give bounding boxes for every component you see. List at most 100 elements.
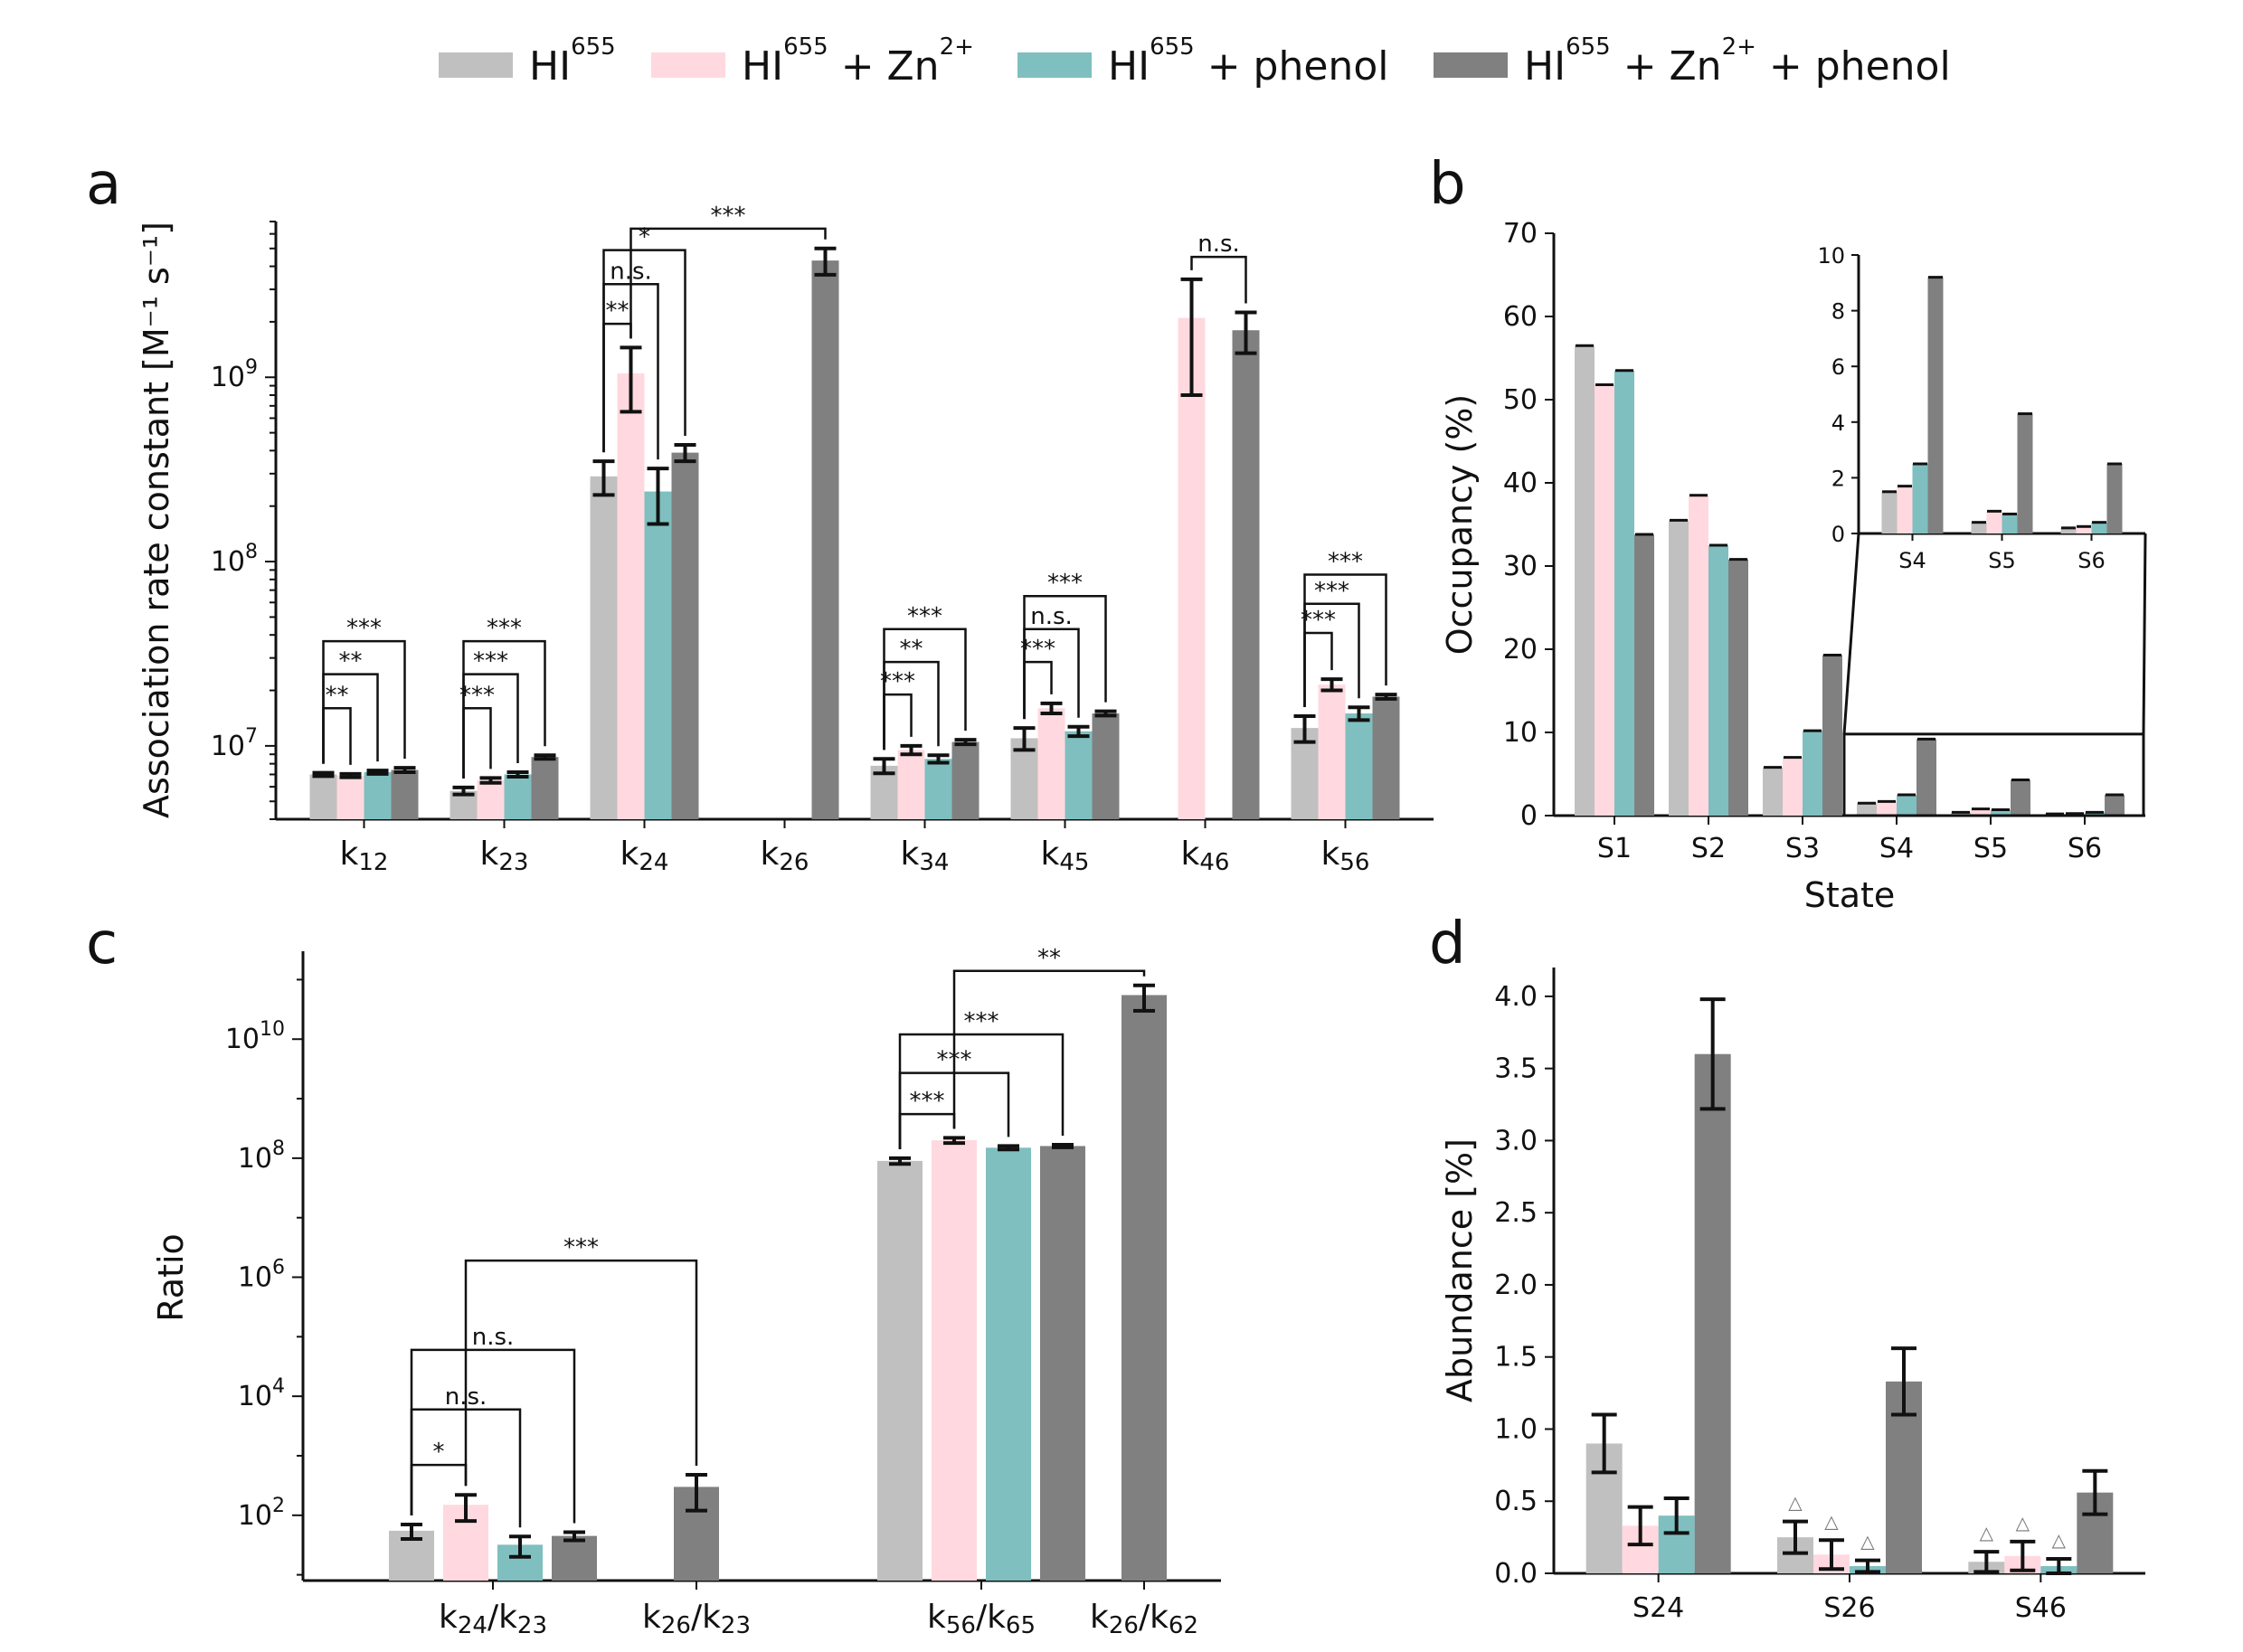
panel-c-cat-k2: /k	[691, 1599, 721, 1636]
panel-a-ytick-base: 10	[211, 546, 245, 578]
panel-a-bar-5-2	[1065, 731, 1093, 819]
panel-a-bar-4-1	[897, 750, 925, 819]
panel-c-ytick-base: 10	[225, 1024, 260, 1055]
panel-a-category-sub: 12	[358, 849, 388, 876]
panel-a-bar-0-3	[391, 769, 419, 819]
panel-c-bar-2-3	[1040, 1146, 1085, 1581]
legend-text-2: HI	[1108, 43, 1150, 90]
panel-a-sig-bracket-2-line	[322, 639, 406, 764]
panel-c-sig-bracket-3-line	[464, 1259, 698, 1487]
legend-text-3: HI	[1524, 43, 1566, 90]
panel-c-cat-sub1: 56	[946, 1612, 976, 1639]
legend-swatch-2	[1017, 52, 1092, 78]
panel-d-y-axis-label: Abundance [%]	[1440, 1138, 1480, 1402]
panel-c-bar-2-0	[877, 1160, 923, 1581]
panel-b-bar-5-3	[2105, 795, 2125, 816]
panel-a-category-sub: 24	[639, 849, 668, 876]
panel-a-category-label-6: k46	[1181, 835, 1230, 876]
panel-a-sig-bracket-6-label: **	[606, 297, 629, 325]
panel-a-bar-4-2	[924, 759, 952, 819]
panel-b-inset-connector-left	[1842, 533, 1860, 734]
legend-swatch-1	[651, 52, 725, 78]
panel-c-cat-sub2: 23	[721, 1612, 751, 1639]
panel-a-bar-2-2	[644, 491, 672, 819]
panel-b-bar-4-3	[2011, 779, 2030, 816]
panel-c-ytick-exp: 8	[272, 1138, 285, 1160]
panel-b-bar-4-1	[1971, 808, 1991, 816]
panel-a-category-label-3: k26	[761, 835, 809, 876]
panel-d-ytick-label-5: 2.5	[1494, 1197, 1538, 1229]
panel-b-bar-3-0	[1857, 803, 1877, 816]
panel-d: d 0.0 0.5 1.0 1.5 2.0 2.5 3.0 3.5 4.0 Abundance […	[1429, 911, 2145, 1624]
panel-c-cat-k1: k	[439, 1599, 458, 1636]
panel-c-sig-bracket-4-label: ***	[910, 1088, 945, 1115]
panel-b-ytick-label-3: 30	[1503, 551, 1538, 582]
panel-b-inset-bar-1-1	[1986, 511, 2002, 533]
panel-a-bar-6-3	[1232, 330, 1260, 819]
panel-b-category-label-3: S4	[1879, 833, 1914, 864]
panel-b-bar-1-1	[1689, 495, 1708, 816]
panel-c-cat-sub1: 26	[661, 1612, 691, 1639]
panel-b-bar-4-0	[1951, 812, 1971, 816]
panel-a-category-sub: 34	[919, 849, 949, 876]
panel-b-inset-bar-0-1	[1897, 486, 1913, 533]
panel-c-cat-k2: /k	[487, 1599, 517, 1636]
panel-a-category-sub: 46	[1199, 849, 1229, 876]
panel-b-x-axis-label: State	[1804, 875, 1896, 915]
legend: HI655 HI655 + Zn2+ HI655 + phenol HI655 + Z…	[439, 33, 1951, 90]
panel-c-category-label-1: k26/k23	[642, 1599, 751, 1639]
panel-b-category-label-0: S1	[1597, 833, 1632, 864]
legend-label-1: HI655 + Zn2+	[742, 33, 974, 90]
panel-a-sig-bracket-3-label: ***	[459, 682, 495, 709]
panel-b-inset-ytick-label-3: 6	[1831, 354, 1845, 380]
panel-b-inset-category-label-0: S4	[1898, 548, 1926, 573]
panel-a-bar-4-3	[951, 741, 980, 819]
legend-sup-1: 655	[783, 33, 828, 61]
panel-b-y-axis-label: Occupancy (%)	[1440, 394, 1480, 656]
panel-c-bar-2-2	[986, 1147, 1031, 1581]
panel-a-category-main: k	[480, 835, 499, 873]
panel-a-letter: a	[86, 151, 121, 218]
panel-d-triangle-marker-1: △	[1824, 1510, 1839, 1532]
panel-b-inset-bar-1-2	[2002, 514, 2018, 533]
panel-c-sig-bracket-2-line	[410, 1348, 576, 1524]
panel-b-inset-bar-0-0	[1881, 491, 1898, 533]
panel-b-zoom-box	[1842, 732, 2145, 817]
legend-sup-0: 655	[571, 33, 616, 61]
panel-c-sig-bracket-2-label: n.s.	[472, 1324, 515, 1351]
panel-a-category-main: k	[620, 835, 639, 873]
panel-a-sig-bracket-0-label: **	[326, 682, 349, 709]
panel-b-letter: b	[1429, 151, 1466, 218]
panel-c-bar-0-3	[552, 1535, 597, 1581]
panel-b-category-label-5: S6	[2068, 833, 2102, 864]
panel-c-cat-sub1: 24	[458, 1612, 487, 1639]
panel-c-ytick-base: 10	[238, 1143, 272, 1175]
panel-d-category-label-2: S46	[2015, 1592, 2067, 1624]
panel-a-category-sub: 26	[779, 849, 809, 876]
legend-text-0: HI	[529, 43, 571, 90]
panel-a-bar-0-2	[364, 771, 392, 819]
panel-d-category-label-0: S24	[1633, 1592, 1684, 1624]
panel-a-sig-bracket-8-label: *	[639, 224, 650, 251]
panel-c-ytick-label-3: 108	[238, 1138, 285, 1175]
panel-b-inset-connector-right	[2142, 533, 2147, 734]
panel-b-ytick-label-5: 50	[1503, 384, 1538, 416]
panel-d-ytick-label-1: 0.5	[1494, 1486, 1538, 1517]
panel-d-ytick-label-6: 3.0	[1494, 1125, 1538, 1156]
panel-a-sig-bracket-1-label: **	[339, 648, 363, 675]
panel-d-triangle-marker-4: △	[2016, 1512, 2030, 1534]
panel-c-sig-bracket-6-label: ***	[964, 1008, 999, 1035]
panel-a-bar-7-3	[1372, 696, 1400, 819]
panel-a-bar-5-3	[1092, 713, 1120, 819]
panel-c-ytick-label-1: 104	[238, 1375, 285, 1412]
panel-a-sig-bracket-5-line	[462, 639, 546, 779]
panel-c-cat-k1: k	[642, 1599, 661, 1636]
panel-b-ytick-label-6: 60	[1503, 301, 1538, 333]
legend-suffix-3-0: + Zn	[1611, 43, 1722, 90]
legend-sup-2: 655	[1150, 33, 1195, 61]
panel-c-cat-sub2: 23	[517, 1612, 547, 1639]
panel-b-inset-bar-0-3	[1927, 277, 1944, 533]
panel-b-bar-0-0	[1575, 345, 1595, 816]
